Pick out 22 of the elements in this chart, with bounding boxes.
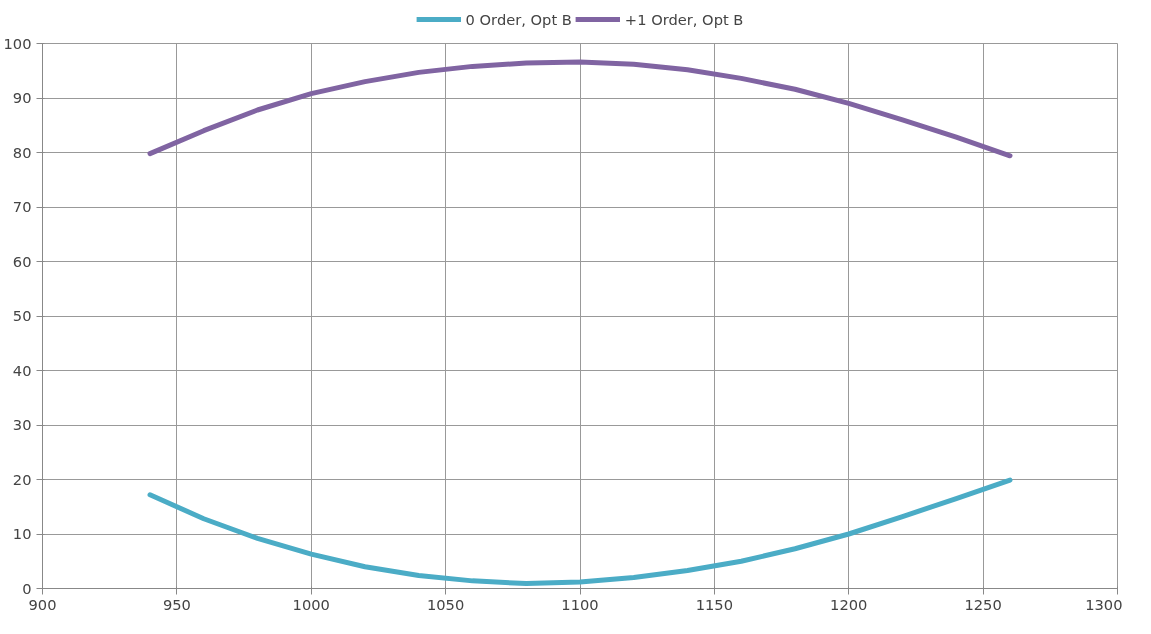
legend-label: +1 Order, Opt B xyxy=(624,10,744,28)
x-tick-label: 1000 xyxy=(292,595,330,613)
x-tick-label: 1100 xyxy=(561,595,599,613)
legend-label: 0 Order, Opt B xyxy=(465,10,572,28)
y-tick-label: 60 xyxy=(12,252,32,270)
y-tick-label: 70 xyxy=(12,198,32,215)
y-tick-label: 90 xyxy=(12,89,32,106)
y-tick-label: 50 xyxy=(12,307,32,324)
x-tick-label: 900 xyxy=(28,595,57,613)
y-tick-label: 0 xyxy=(22,579,32,597)
x-tick-label: 1150 xyxy=(695,595,734,613)
y-tick-label: 100 xyxy=(3,34,32,52)
x-tick-label: 1050 xyxy=(426,595,465,613)
x-tick-label: 1250 xyxy=(964,595,1002,613)
x-tick-label: 950 xyxy=(162,595,191,613)
y-tick-label: 30 xyxy=(12,416,32,433)
y-tick-label: 40 xyxy=(12,361,32,379)
x-tick-label: 1300 xyxy=(1085,595,1123,613)
y-tick-label: 20 xyxy=(12,470,32,488)
y-tick-label: 80 xyxy=(12,143,32,161)
y-tick-label: 10 xyxy=(12,525,32,542)
x-tick-label: 1200 xyxy=(830,595,868,613)
